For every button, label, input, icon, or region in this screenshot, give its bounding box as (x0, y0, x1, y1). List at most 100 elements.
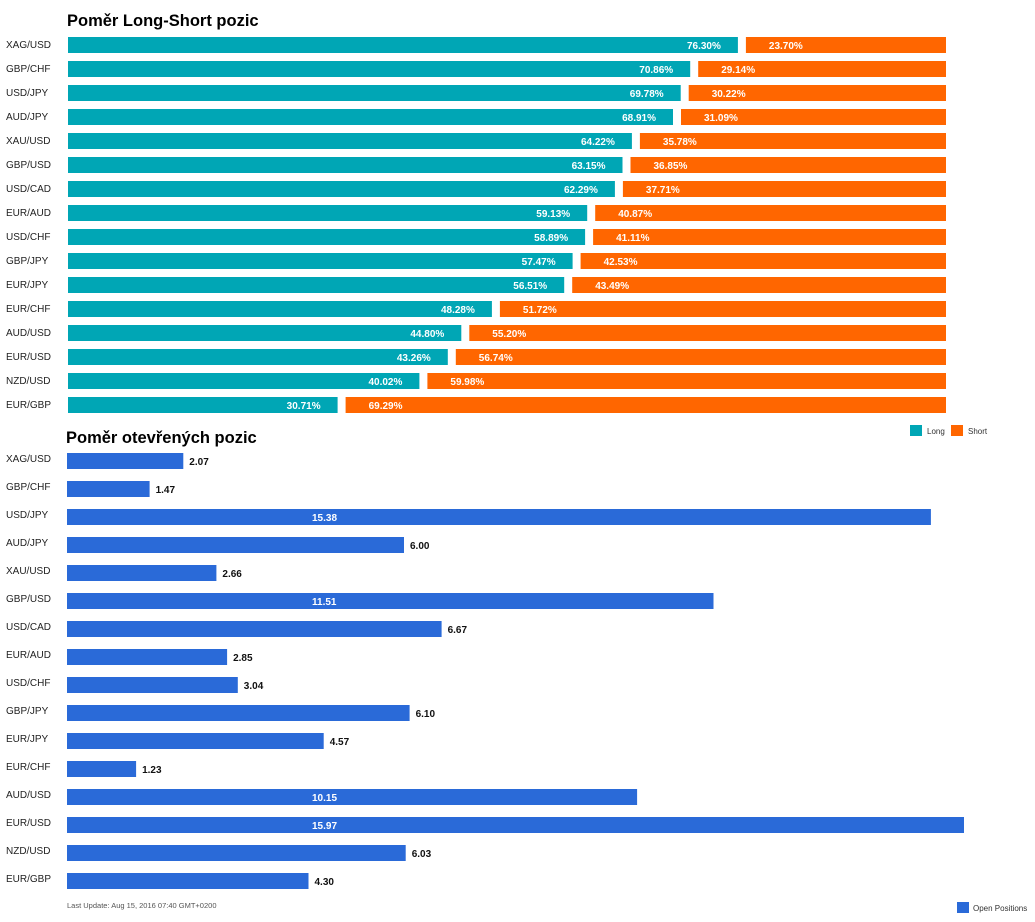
short-bar (345, 397, 947, 413)
short-bar (593, 229, 946, 245)
open-positions-value-label: 4.57 (330, 737, 350, 748)
open-positions-bar (67, 565, 217, 581)
short-value-label: 69.29% (369, 401, 403, 412)
long-value-label: 57.47% (522, 257, 556, 268)
open-positions-value-label: 6.10 (416, 709, 436, 720)
category-label: USD/JPY (6, 88, 49, 99)
short-bar (455, 349, 946, 365)
short-value-label: 30.22% (712, 89, 746, 100)
long-value-label: 58.89% (534, 233, 568, 244)
category-label: USD/CAD (6, 184, 51, 195)
long-short-legend: Long Short (910, 425, 988, 436)
short-value-label: 23.70% (769, 41, 803, 52)
short-bar (580, 253, 946, 269)
category-label: AUD/USD (6, 790, 51, 801)
short-bar (745, 37, 946, 53)
category-label: USD/JPY (6, 510, 49, 521)
open-positions-bar (67, 649, 228, 665)
long-bar (68, 397, 338, 413)
open-positions-bar (67, 761, 137, 777)
long-value-label: 69.78% (630, 89, 664, 100)
short-value-label: 36.85% (654, 161, 688, 172)
category-label: GBP/JPY (6, 256, 49, 267)
long-bar (68, 61, 691, 77)
category-label: EUR/GBP (6, 400, 51, 411)
short-value-label: 51.72% (523, 305, 557, 316)
open-positions-value-label: 1.47 (156, 485, 176, 496)
category-label: AUD/USD (6, 328, 51, 339)
short-bar (427, 373, 946, 389)
open-positions-bar (67, 621, 442, 637)
long-value-label: 68.91% (622, 113, 656, 124)
legend-label-short: Short (968, 427, 988, 436)
long-bar (68, 277, 565, 293)
category-label: EUR/USD (6, 352, 51, 363)
open-positions-bar (67, 537, 404, 553)
long-bar (68, 349, 448, 365)
category-label: GBP/JPY (6, 706, 49, 717)
short-bar (630, 157, 946, 173)
long-value-label: 43.26% (397, 353, 431, 364)
open-positions-bar (67, 509, 931, 525)
open-positions-bar (67, 593, 714, 609)
legend-swatch-open-positions (957, 902, 969, 913)
legend-label-open-positions: Open Positions (973, 904, 1027, 913)
open-positions-value-label: 1.23 (142, 765, 162, 776)
short-value-label: 29.14% (721, 65, 755, 76)
short-value-label: 37.71% (646, 185, 680, 196)
short-value-label: 55.20% (492, 329, 526, 340)
short-value-label: 40.87% (618, 209, 652, 220)
open-positions-value-label: 2.66 (222, 569, 242, 580)
category-label: EUR/CHF (6, 762, 50, 773)
open-positions-chart: XAG/USD 2.07 GBP/CHF 1.47 USD/JPY 15.38 AUD/JP… (6, 453, 964, 889)
long-bar (68, 181, 615, 197)
short-bar (499, 301, 946, 317)
long-bar (68, 85, 681, 101)
long-bar (68, 205, 588, 221)
long-bar (68, 133, 632, 149)
long-bar (68, 229, 586, 245)
short-value-label: 56.74% (479, 353, 513, 364)
open-positions-bar (67, 733, 324, 749)
short-bar (688, 85, 946, 101)
open-positions-bar (67, 453, 184, 469)
short-value-label: 43.49% (595, 281, 629, 292)
category-label: GBP/CHF (6, 64, 50, 75)
legend-swatch-long (910, 425, 922, 436)
category-label: AUD/JPY (6, 112, 49, 123)
short-bar (639, 133, 946, 149)
category-label: USD/CHF (6, 678, 50, 689)
long-bar (68, 109, 673, 125)
open-positions-value-label: 10.15 (312, 793, 337, 804)
long-bar (68, 253, 573, 269)
category-label: GBP/USD (6, 160, 51, 171)
category-label: EUR/JPY (6, 734, 49, 745)
open-positions-legend: Open Positions (957, 902, 1027, 913)
category-label: GBP/CHF (6, 482, 50, 493)
category-label: EUR/USD (6, 818, 51, 829)
long-bar (68, 373, 420, 389)
open-positions-bar (67, 677, 238, 693)
open-positions-value-label: 6.67 (448, 625, 468, 636)
category-label: XAU/USD (6, 566, 50, 577)
open-positions-value-label: 15.38 (312, 513, 337, 524)
short-value-label: 31.09% (704, 113, 738, 124)
open-positions-value-label: 4.30 (315, 877, 335, 888)
long-bar (68, 37, 738, 53)
open-positions-bar (67, 845, 406, 861)
open-positions-value-label: 2.85 (233, 653, 253, 664)
short-value-label: 35.78% (663, 137, 697, 148)
category-label: AUD/JPY (6, 538, 49, 549)
short-bar (681, 109, 946, 125)
open-positions-value-label: 2.07 (189, 457, 209, 468)
short-bar (622, 181, 946, 197)
legend-label-long: Long (927, 427, 945, 436)
category-label: XAG/USD (6, 40, 51, 51)
long-value-label: 70.86% (639, 65, 673, 76)
category-label: EUR/AUD (6, 208, 51, 219)
long-value-label: 76.30% (687, 41, 721, 52)
last-update-text: Last Update: Aug 15, 2016 07:40 GMT+0200 (67, 901, 216, 910)
category-label: EUR/AUD (6, 650, 51, 661)
category-label: XAU/USD (6, 136, 50, 147)
